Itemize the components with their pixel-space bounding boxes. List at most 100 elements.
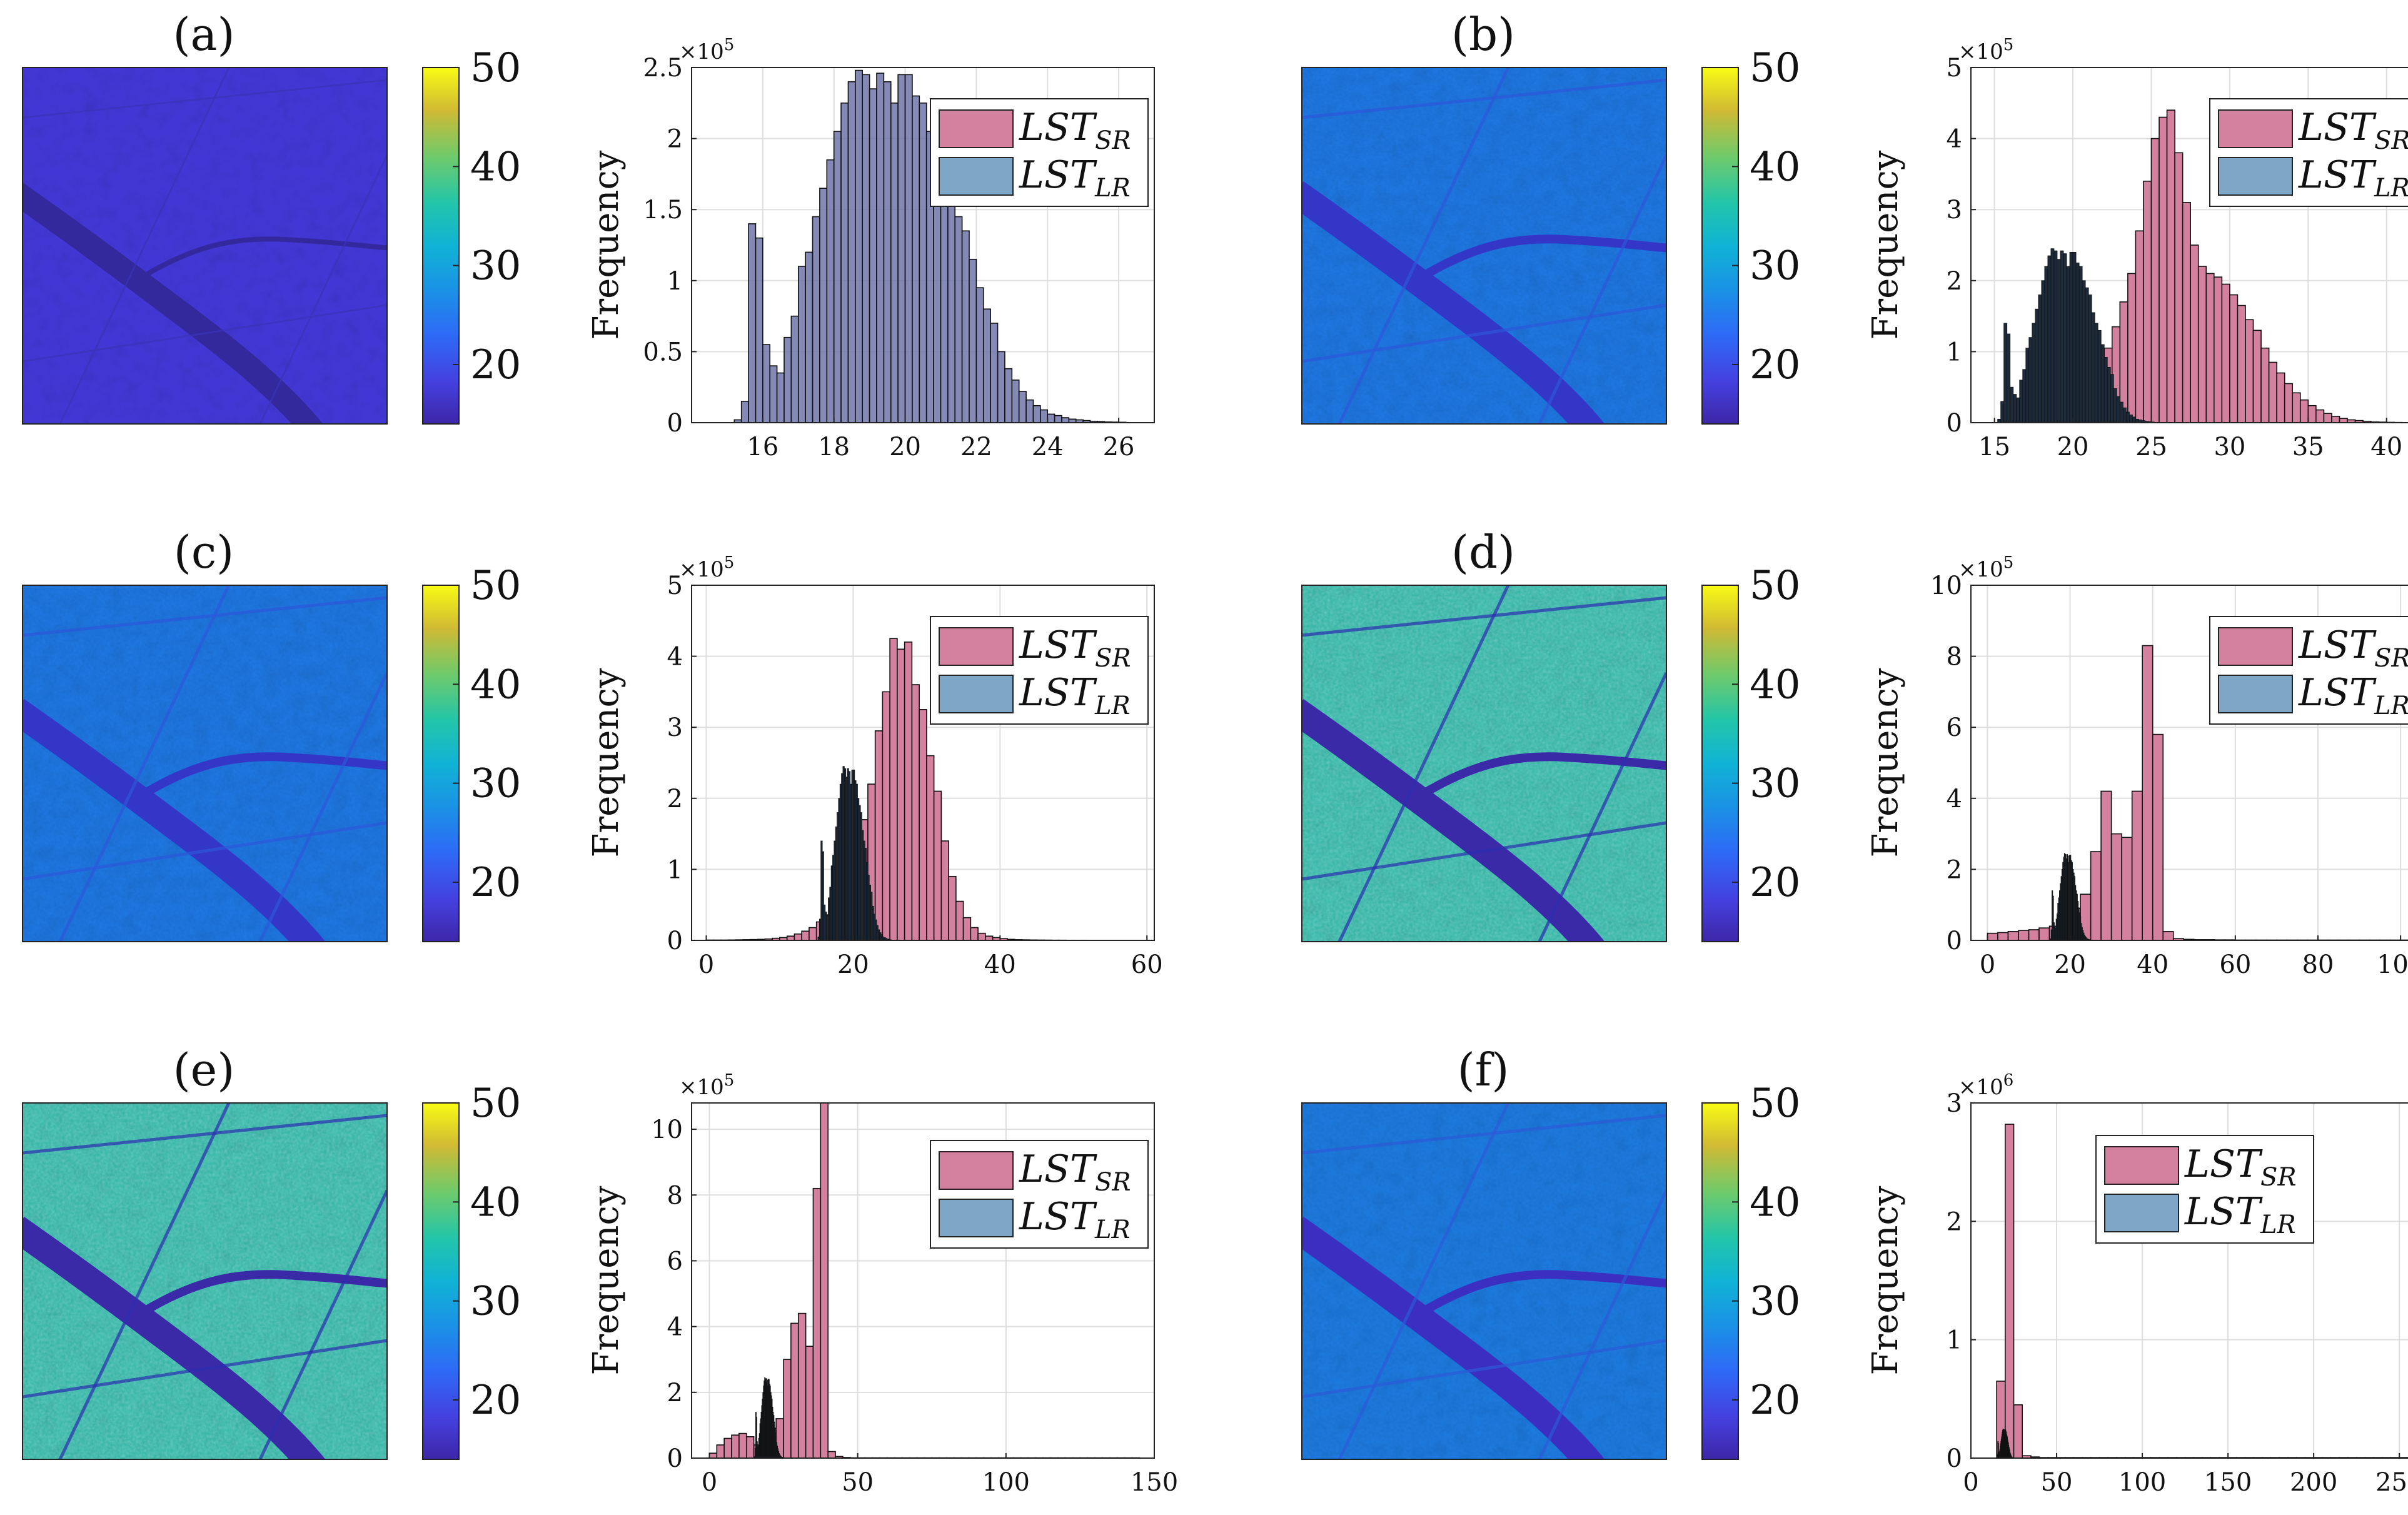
map-tributary — [1424, 1270, 1666, 1314]
hist-bar-lst-lr — [2013, 394, 2017, 423]
hist-bar-lst-lr — [819, 188, 828, 423]
colorbar-tick-label: 30 — [470, 761, 521, 807]
y-exponent-base: ×10 — [1958, 39, 2003, 64]
hist-bar-lst-lr — [812, 216, 820, 423]
y-exponent-power: 5 — [2003, 553, 2014, 572]
hist-bar-lst-sr — [716, 1444, 725, 1458]
legend-label-base: LST — [1019, 671, 1097, 715]
map-road — [23, 596, 387, 637]
hist-bar-lst-lr — [2041, 280, 2045, 423]
colorbar — [422, 67, 460, 425]
hist-bar-lst-lr — [2022, 369, 2027, 423]
hist-bar-lst-lr — [2000, 401, 2005, 423]
y-exponent-power: 6 — [2003, 1071, 2014, 1090]
hist-bar-lst-lr — [2075, 262, 2080, 423]
hist-bar-lst-lr — [776, 372, 785, 423]
x-tick-label: 26 — [1103, 433, 1135, 461]
x-tick-label: 15 — [1978, 433, 2010, 461]
y-exponent-base: ×10 — [1958, 1075, 2003, 1100]
colorbar-tick-label: 20 — [470, 1377, 521, 1424]
hist-bar-lst-lr — [997, 351, 1005, 423]
x-tick-label: 20 — [2057, 433, 2089, 461]
map-road — [1538, 1189, 1666, 1459]
map-road — [1302, 1339, 1666, 1399]
panel-label: (c) — [174, 526, 234, 578]
colorbar-tick-label: 40 — [470, 144, 521, 190]
colorbar-tick-label: 40 — [1750, 144, 1800, 190]
map-road — [1337, 1103, 1510, 1459]
legend-label-lr: LSTLR — [1019, 671, 1131, 720]
hist-bar-lst-sr — [708, 1452, 718, 1458]
panel-label: (d) — [1451, 526, 1515, 578]
hist-bar-lst-lr — [1054, 415, 1062, 423]
hist-bar-lst-sr — [2166, 109, 2175, 423]
hist-axes-frame — [1970, 67, 2408, 423]
hist-bar-lst-lr — [954, 216, 963, 423]
hist-bar-lst-sr — [970, 927, 979, 940]
hist-bar-lst-sr — [2252, 330, 2262, 423]
legend-swatch-lr — [939, 157, 1014, 196]
y-tick-label: 3 — [1947, 1089, 1962, 1118]
hist-bar-lst-lr — [2025, 348, 2030, 423]
hist-bar-lst-lr — [904, 74, 913, 423]
hist-bar-lst-sr — [889, 638, 898, 940]
colorbar-tick-label: 20 — [1750, 1377, 1800, 1424]
hist-bar-lst-lr — [2103, 357, 2108, 423]
x-tick-label: 150 — [1131, 1468, 1178, 1497]
y-exponent-base: ×10 — [679, 1075, 724, 1100]
legend-label-base: LST — [2184, 1142, 2263, 1186]
hist-bar-lst-lr — [840, 103, 849, 423]
hist-bar-lst-sr — [2028, 929, 2040, 940]
map-image — [23, 585, 387, 942]
hist-bar-lst-lr — [862, 74, 870, 423]
colorbar — [1701, 585, 1739, 942]
hist-bar-lst-sr — [2090, 851, 2102, 940]
hist-bar-lst-lr — [2107, 366, 2111, 423]
legend-label-base: LST — [1019, 106, 1097, 149]
hist-bar-lst-sr — [2005, 1124, 2015, 1458]
hist-bar-lst-lr — [2072, 251, 2077, 423]
colorbar-tick-label: 40 — [470, 662, 521, 708]
y-exponent-label: ×105 — [1958, 36, 2013, 64]
x-tick-label: 60 — [1131, 950, 1163, 979]
y-tick-label: 8 — [1947, 643, 1962, 672]
colorbar — [422, 1102, 460, 1460]
hist-bar-lst-lr — [2016, 397, 2020, 423]
legend-label-sub: LR — [1094, 174, 1131, 203]
y-tick-label: 4 — [667, 1313, 683, 1342]
panel-label: (f) — [1458, 1044, 1509, 1096]
hist-bar-lst-sr — [2237, 305, 2246, 423]
hist-bar-lst-sr — [2299, 399, 2309, 423]
hist-bar-lst-lr — [783, 336, 792, 423]
y-tick-label: 2.5 — [643, 54, 683, 83]
hist-bar-lst-lr — [2078, 266, 2083, 423]
hist-bar-lst-lr — [2010, 386, 2014, 423]
hist-bar-lst-lr — [755, 237, 763, 423]
hist-bar-lst-lr — [2060, 250, 2064, 423]
map-image — [1302, 1103, 1666, 1459]
legend-label-base: LST — [1019, 1195, 1097, 1239]
legend-label-lr: LSTLR — [1019, 1195, 1131, 1244]
hist-bar-lst-sr — [745, 1436, 755, 1458]
hist-bar-lst-lr — [2116, 396, 2120, 423]
map-road — [58, 1103, 231, 1459]
hist-bar-lst-sr — [940, 840, 949, 940]
y-tick-label: 6 — [667, 1247, 683, 1276]
legend-label-sub: SR — [1095, 126, 1131, 155]
colorbar-tick-label: 20 — [470, 860, 521, 906]
legend-label-base: LST — [1019, 623, 1097, 667]
x-tick-label: 20 — [889, 433, 921, 461]
legend-label-lr: LSTLR — [2298, 153, 2408, 203]
map-frame — [22, 1102, 388, 1460]
hist-bar-lst-lr — [833, 131, 842, 423]
colorbar-tick-label: 20 — [1750, 860, 1800, 906]
hist-bar-lst-lr — [855, 69, 864, 423]
legend-label-sub: LR — [1094, 692, 1131, 720]
map-tributary — [1424, 752, 1666, 796]
y-tick-label: 3 — [1947, 196, 1962, 224]
y-axis-label: Frequency — [1865, 1185, 1906, 1375]
hist-bar-lst-lr — [947, 194, 956, 423]
colorbar-tick-label: 30 — [470, 1279, 521, 1325]
map-road — [1302, 303, 1666, 363]
map-image — [23, 1103, 387, 1459]
